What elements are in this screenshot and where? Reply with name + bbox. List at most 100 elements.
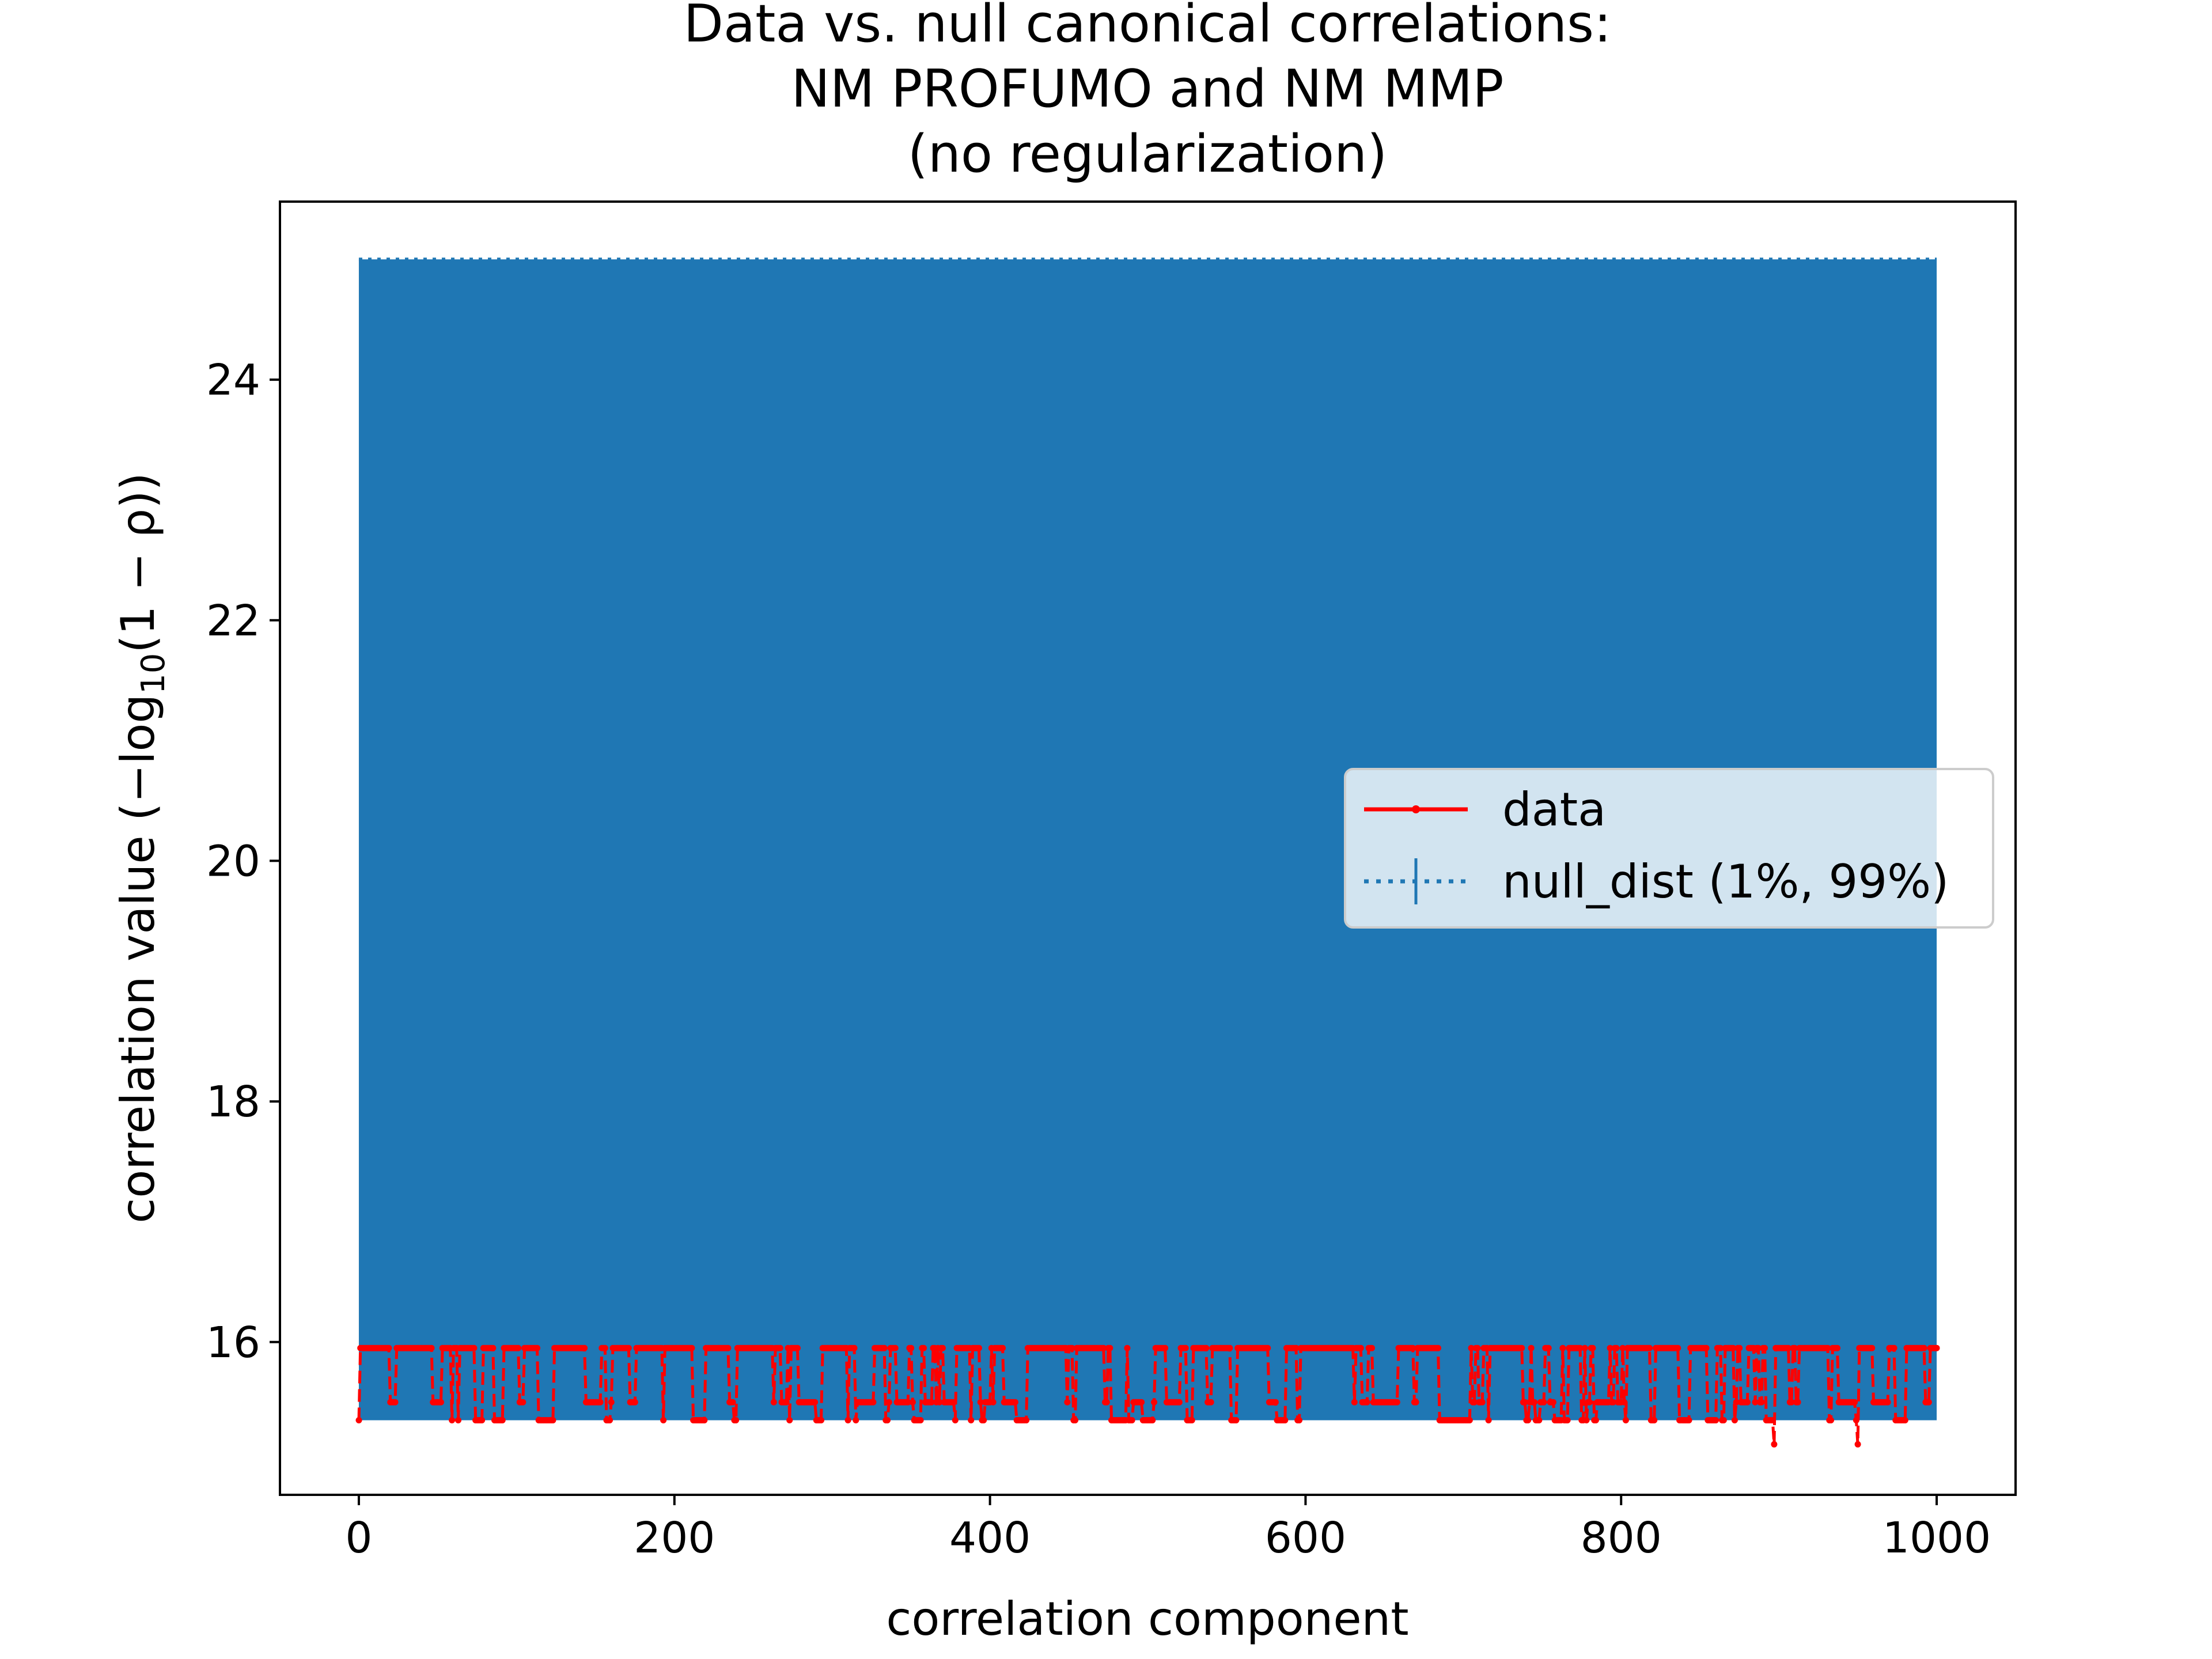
data-point	[1752, 1399, 1759, 1406]
data-point	[1589, 1344, 1596, 1351]
data-point	[884, 1417, 891, 1423]
data-point	[892, 1344, 899, 1351]
legend-data-marker	[1412, 805, 1420, 813]
data-point	[607, 1417, 613, 1423]
data-point	[601, 1344, 608, 1351]
data-point	[1869, 1344, 1876, 1351]
data-point	[625, 1344, 632, 1351]
data-point	[1410, 1344, 1416, 1351]
data-point	[1138, 1399, 1145, 1406]
data-point	[499, 1417, 506, 1423]
y-axis-label-suffix: (1 − ρ))	[111, 472, 165, 653]
data-point	[1282, 1417, 1289, 1423]
data-point	[1176, 1399, 1183, 1406]
data-point	[1468, 1344, 1475, 1351]
data-point	[660, 1417, 667, 1423]
data-point	[908, 1344, 915, 1351]
data-point	[1128, 1417, 1135, 1423]
data-point	[1435, 1344, 1441, 1351]
data-point	[950, 1399, 957, 1406]
data-point	[844, 1417, 851, 1423]
data-point	[1675, 1344, 1681, 1351]
data-point	[490, 1344, 497, 1351]
y-tick-label: 16	[206, 1318, 260, 1368]
data-point	[1730, 1344, 1737, 1351]
data-point	[701, 1417, 708, 1423]
data-point	[1703, 1344, 1710, 1351]
data-point	[1785, 1344, 1792, 1351]
data-point	[1107, 1344, 1113, 1351]
data-point	[1771, 1441, 1778, 1448]
data-point	[1621, 1399, 1628, 1406]
data-point	[1744, 1399, 1751, 1406]
data-point	[1466, 1417, 1473, 1423]
x-tick-label: 0	[345, 1513, 372, 1563]
data-point	[1720, 1417, 1727, 1423]
data-point	[1272, 1399, 1279, 1406]
data-point	[1162, 1344, 1169, 1351]
data-point	[1564, 1417, 1571, 1423]
data-point	[936, 1399, 943, 1406]
data-point	[1613, 1344, 1620, 1351]
data-point	[939, 1344, 946, 1351]
data-point	[1610, 1399, 1616, 1406]
data-point	[1921, 1344, 1927, 1351]
y-tick-label: 18	[206, 1077, 260, 1127]
data-point	[980, 1417, 987, 1423]
data-point	[1124, 1344, 1131, 1351]
data-point	[818, 1417, 824, 1423]
data-point	[729, 1399, 736, 1406]
data-point	[1791, 1344, 1798, 1351]
data-point	[428, 1344, 435, 1351]
data-point	[1755, 1344, 1762, 1351]
legend-data-label: data	[1502, 783, 1606, 836]
data-point	[534, 1344, 540, 1351]
data-point	[1540, 1399, 1547, 1406]
data-point	[550, 1417, 556, 1423]
y-axis-label: correlation value (−log10(1 − ρ))	[111, 472, 172, 1223]
data-point	[1651, 1417, 1658, 1423]
data-point	[1023, 1417, 1030, 1423]
data-point	[1151, 1399, 1157, 1406]
data-point	[1518, 1344, 1525, 1351]
data-point	[455, 1417, 461, 1423]
data-point	[1733, 1399, 1740, 1406]
data-point	[777, 1344, 783, 1351]
data-point	[853, 1417, 859, 1423]
data-point	[1925, 1399, 1932, 1406]
data-point	[812, 1399, 819, 1406]
data-point	[688, 1344, 695, 1351]
data-point	[1521, 1399, 1528, 1406]
data-series	[355, 1344, 1940, 1448]
data-point	[385, 1344, 392, 1351]
data-point	[392, 1399, 399, 1406]
data-point	[1758, 1399, 1765, 1406]
data-point	[1182, 1344, 1189, 1351]
data-point	[977, 1399, 984, 1406]
data-point	[355, 1417, 362, 1423]
data-point	[1393, 1399, 1400, 1406]
data-point	[885, 1399, 892, 1406]
y-axis-ticks: 16 18 20 22 24	[206, 355, 280, 1368]
data-point	[1369, 1344, 1375, 1351]
data-point	[1583, 1417, 1590, 1423]
x-tick-label: 600	[1265, 1513, 1346, 1563]
data-point	[1412, 1399, 1419, 1406]
x-tick-label: 800	[1581, 1513, 1662, 1563]
data-point	[870, 1399, 877, 1406]
x-tick-label: 400	[949, 1513, 1031, 1563]
data-point	[1581, 1344, 1588, 1351]
data-point	[1485, 1417, 1492, 1423]
data-point	[1788, 1399, 1795, 1406]
data-point	[770, 1399, 777, 1406]
data-point	[1851, 1399, 1858, 1406]
data-point	[725, 1344, 732, 1351]
data-point	[794, 1344, 801, 1351]
data-point	[975, 1344, 982, 1351]
data-point	[597, 1399, 604, 1406]
data-point	[1769, 1417, 1776, 1423]
data-point	[909, 1399, 916, 1406]
data-point	[1012, 1399, 1018, 1406]
legend: data null_dist (1%, 99%)	[1344, 768, 1994, 929]
data-point	[1471, 1399, 1478, 1406]
